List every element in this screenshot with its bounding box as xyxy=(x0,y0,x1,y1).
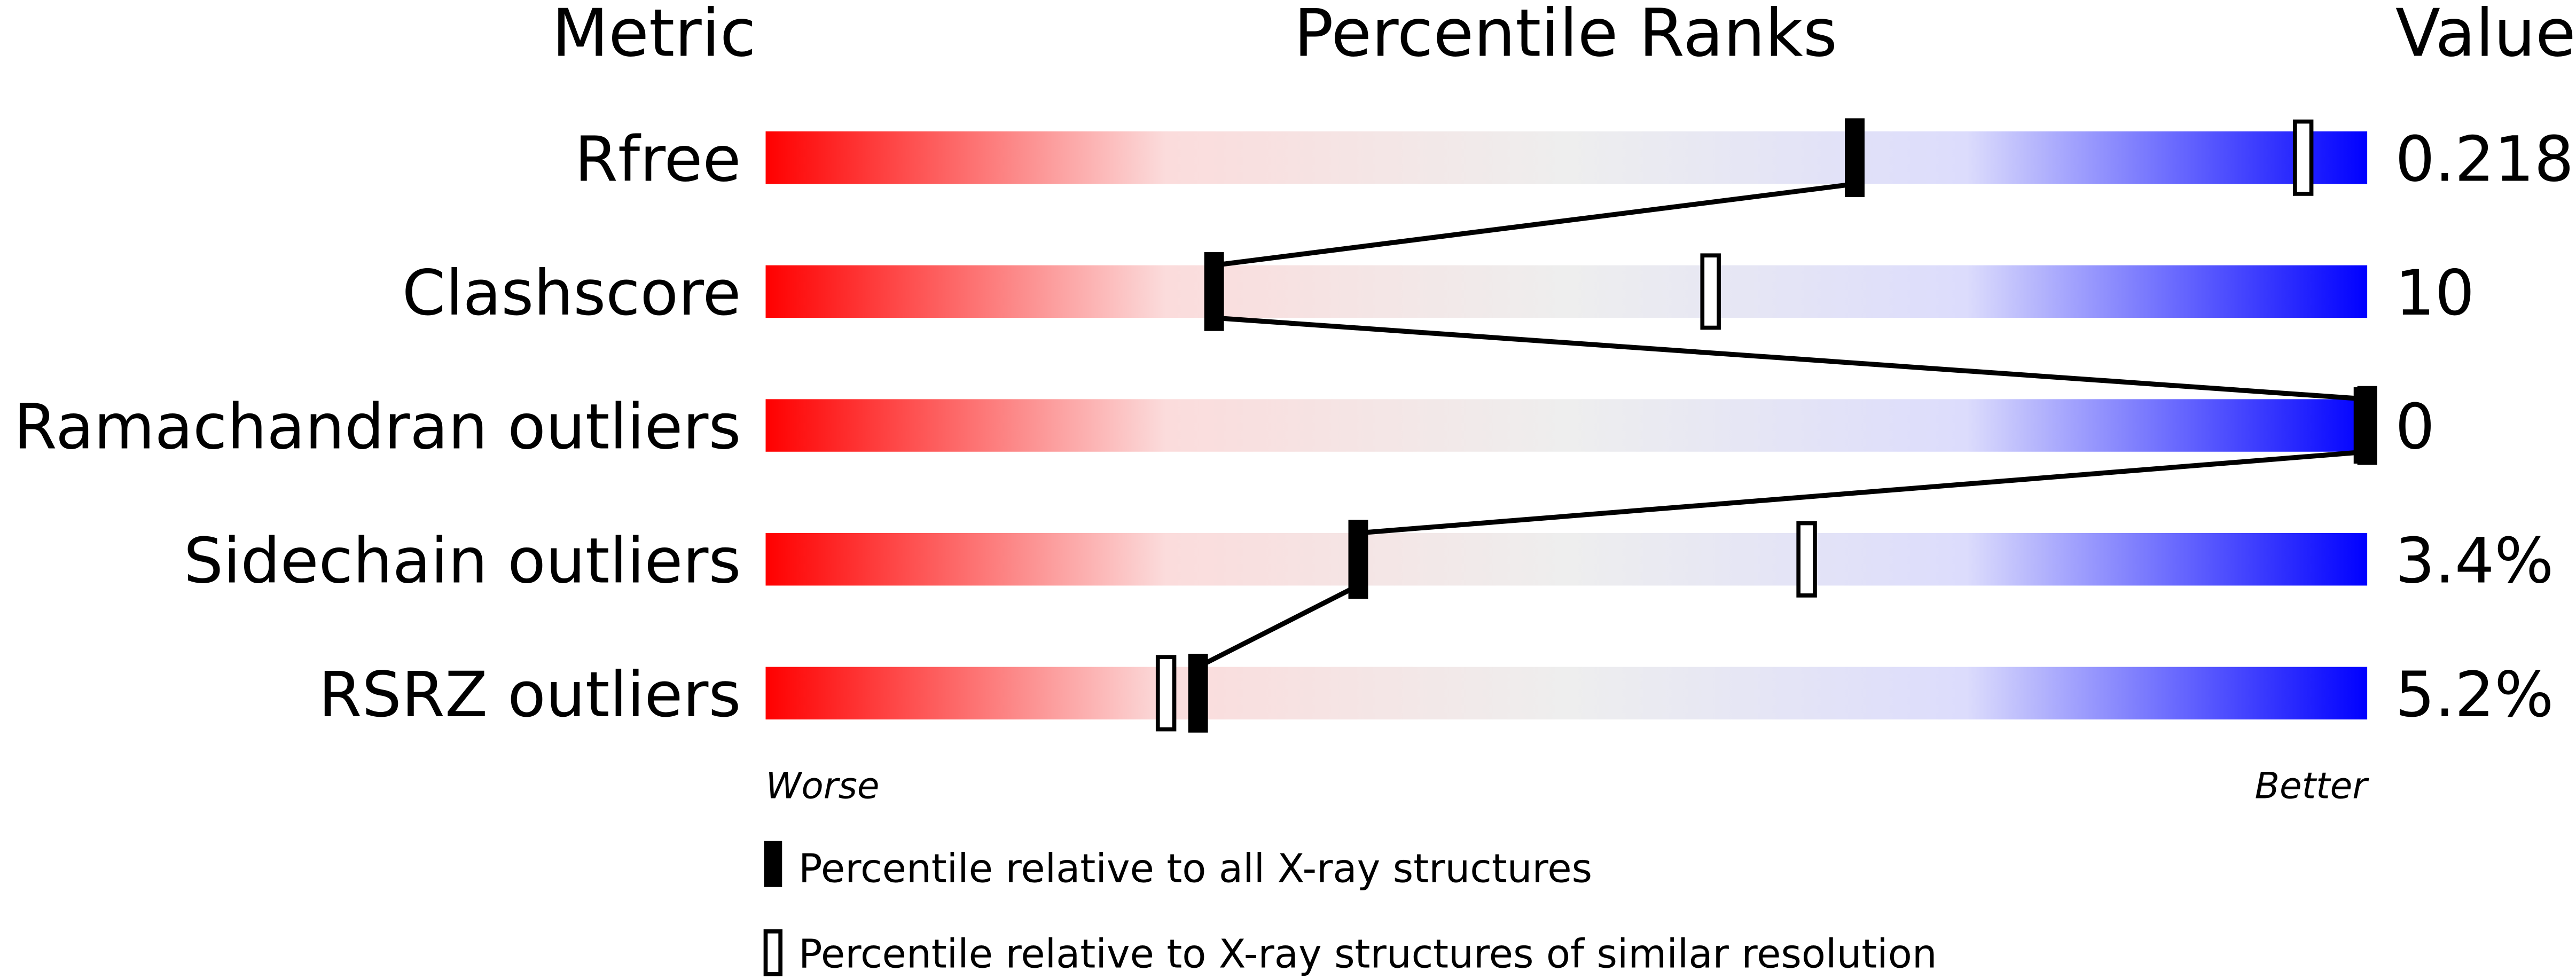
similar-resolution-percentile-marker xyxy=(1155,655,1177,732)
metric-name: Rfree xyxy=(575,123,741,195)
percentile-gradient-bar xyxy=(765,131,2368,184)
percentile-markers xyxy=(1155,118,2377,733)
similar-resolution-percentile-marker xyxy=(1700,253,1721,330)
axis-better-label: Better xyxy=(2255,765,2370,807)
similar-resolution-percentile-marker xyxy=(2292,119,2314,196)
header-value: Value xyxy=(2395,0,2576,72)
all-structures-percentile-marker xyxy=(1204,252,1224,331)
metric-value: 0 xyxy=(2395,391,2434,464)
metric-row: Ramachandran outliers 0 xyxy=(13,391,2434,464)
legend-similar-label: Percentile relative to X-ray structures … xyxy=(798,931,1937,977)
metric-value: 3.4% xyxy=(2395,524,2554,597)
metric-row: Sidechain outliers 3.4% xyxy=(184,524,2554,597)
connector-segment xyxy=(1213,181,1855,268)
percentile-connector-line xyxy=(1197,181,2368,669)
metric-name: Ramachandran outliers xyxy=(13,391,741,464)
similar-resolution-percentile-marker xyxy=(1796,521,1817,598)
legend-all-label: Percentile relative to all X-ray structu… xyxy=(798,846,1592,892)
all-structures-percentile-marker xyxy=(1845,118,1865,198)
all-structures-percentile-marker xyxy=(1188,654,1208,733)
percentile-gradient-bar xyxy=(765,667,2368,720)
metric-value: 0.218 xyxy=(2395,123,2574,195)
metric-value: 5.2% xyxy=(2395,659,2554,731)
connector-segment xyxy=(1358,449,2368,536)
legend-filled-marker-icon xyxy=(764,841,782,887)
metric-row: RSRZ outliers 5.2% xyxy=(318,659,2554,731)
all-structures-percentile-marker xyxy=(1348,520,1368,599)
metric-row: Rfree 0.218 xyxy=(575,123,2574,195)
connector-segment xyxy=(1213,315,2368,402)
percentile-gradient-bar xyxy=(765,533,2368,586)
metric-name: RSRZ outliers xyxy=(318,659,741,731)
metric-rows: Rfree 0.218 Clashscore 10 Ramachandran outli… xyxy=(13,123,2573,731)
metric-name: Clashscore xyxy=(402,257,741,330)
metric-name: Sidechain outliers xyxy=(184,524,741,597)
metric-value: 10 xyxy=(2395,257,2475,330)
legend-open-marker-icon xyxy=(763,929,783,976)
axis-worse-label: Worse xyxy=(765,765,879,807)
connector-segment xyxy=(1197,583,1360,669)
header-metric: Metric xyxy=(552,0,756,72)
percentile-gradient-bar xyxy=(765,265,2368,318)
header-percentile-ranks: Percentile Ranks xyxy=(1294,0,1837,72)
all-structures-percentile-marker xyxy=(2357,386,2377,465)
percentile-gradient-bar xyxy=(765,399,2368,452)
metric-row: Clashscore 10 xyxy=(402,257,2475,330)
